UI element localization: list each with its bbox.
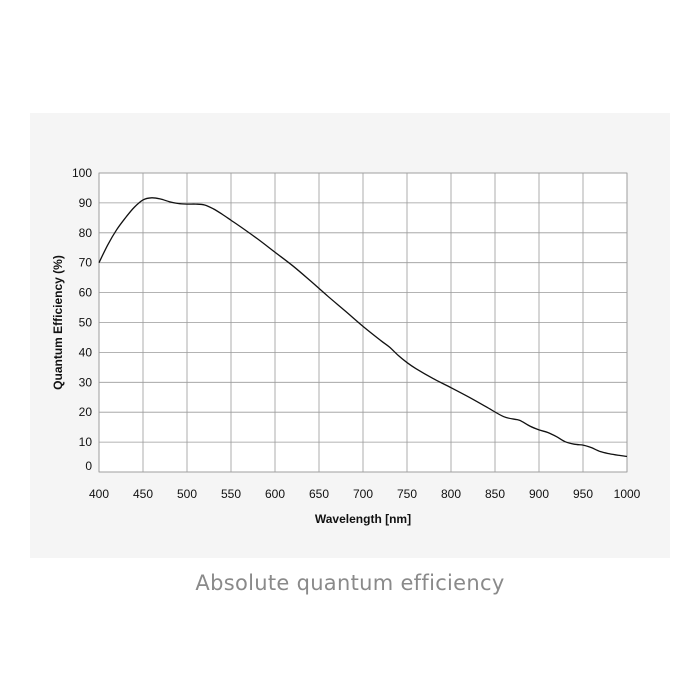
grid-layer xyxy=(98,172,628,473)
x-tick-label: 450 xyxy=(133,487,153,501)
chart-caption: Absolute quantum efficiency xyxy=(195,571,505,595)
y-axis-label: Quantum Efficiency (%) xyxy=(51,255,65,390)
x-tick-label: 950 xyxy=(573,487,593,501)
y-tick-label: 20 xyxy=(79,405,93,419)
x-tick-label: 550 xyxy=(221,487,241,501)
y-tick-label: 0 xyxy=(85,459,92,473)
y-tick-label: 30 xyxy=(79,375,93,389)
qe-chart: 400 450 500 550 600 650 700 750 800 850 900 950 1000… xyxy=(51,166,641,526)
y-tick-label: 50 xyxy=(79,316,93,330)
x-tick-label: 600 xyxy=(265,487,285,501)
x-tick-label: 500 xyxy=(177,487,197,501)
y-tick-label: 70 xyxy=(79,256,93,270)
chart-panel: 400 450 500 550 600 650 700 750 800 850 900 950 1000… xyxy=(30,113,670,558)
x-axis-label: Wavelength [nm] xyxy=(315,512,411,526)
y-tick-label: 100 xyxy=(72,166,92,180)
x-tick-label: 650 xyxy=(309,487,329,501)
x-tick-label: 900 xyxy=(529,487,549,501)
x-tick-label: 1000 xyxy=(614,487,641,501)
tick-layer: 400 450 500 550 600 650 700 750 800 850 900 950 1000… xyxy=(72,166,641,501)
y-tick-label: 40 xyxy=(79,345,93,359)
x-tick-label: 700 xyxy=(353,487,373,501)
x-tick-label: 750 xyxy=(397,487,417,501)
x-tick-label: 850 xyxy=(485,487,505,501)
x-tick-label: 400 xyxy=(89,487,109,501)
y-tick-label: 90 xyxy=(79,196,93,210)
qe-series-line xyxy=(98,197,628,458)
x-tick-label: 800 xyxy=(441,487,461,501)
y-tick-label: 60 xyxy=(79,286,93,300)
y-tick-label: 10 xyxy=(79,435,93,449)
y-tick-label: 80 xyxy=(79,226,93,240)
